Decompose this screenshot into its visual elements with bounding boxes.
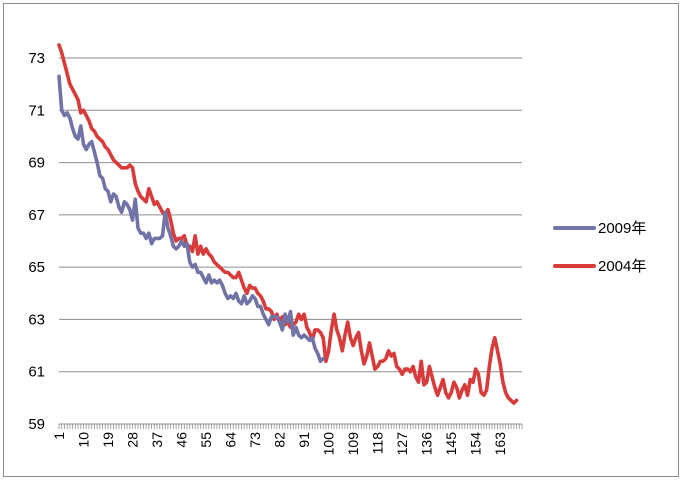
y-axis-tick-labels: 59 61 63 65 67 69 71 73 (28, 50, 45, 433)
x-tick-label: 19 (100, 432, 116, 448)
x-tick-label: 46 (174, 432, 190, 448)
x-tick-label: 109 (345, 432, 361, 456)
y-tick-label: 73 (28, 50, 45, 67)
y-tick-label: 65 (28, 259, 45, 276)
series-line (57, 43, 519, 405)
y-tick-label: 59 (28, 416, 45, 433)
legend-label: 2009年 (598, 220, 646, 237)
x-tick-label: 154 (468, 432, 484, 456)
chart-frame: 59 61 63 65 67 69 71 73 1 10 19 28 37 46 55 64 73 82 91 10… (3, 3, 679, 477)
x-tick-label: 127 (394, 432, 410, 456)
x-tick-label: 100 (321, 432, 337, 456)
x-tick-label: 28 (125, 432, 141, 448)
x-tick-label: 91 (296, 432, 312, 448)
x-tick-label: 136 (419, 432, 435, 456)
legend: 2009年 2004年 (553, 220, 646, 275)
y-tick-label: 67 (28, 207, 45, 224)
y-tick-label: 71 (28, 102, 45, 119)
x-tick-label: 73 (247, 432, 263, 448)
x-axis: 1 10 19 28 37 46 55 64 73 82 91 100 109 118 127 136 145 1… (51, 423, 523, 456)
x-tick-label: 55 (198, 432, 214, 448)
legend-label: 2004年 (598, 258, 646, 275)
x-tick-label: 64 (223, 432, 239, 448)
x-tick-label: 37 (149, 432, 165, 448)
line-chart: 59 61 63 65 67 69 71 73 1 10 19 28 37 46 55 64 73 82 91 10… (28, 43, 646, 456)
x-tick-label: 1 (51, 432, 67, 440)
x-tick-label: 10 (76, 432, 92, 448)
x-tick-label: 163 (492, 432, 508, 456)
y-tick-label: 69 (28, 155, 45, 172)
x-tick-label: 82 (272, 432, 288, 448)
series-line (57, 74, 325, 364)
x-tick-label: 118 (370, 432, 386, 455)
y-tick-label: 61 (28, 364, 45, 381)
series-lines (57, 43, 519, 405)
x-tick-label: 145 (443, 432, 459, 456)
y-tick-label: 63 (28, 311, 45, 328)
